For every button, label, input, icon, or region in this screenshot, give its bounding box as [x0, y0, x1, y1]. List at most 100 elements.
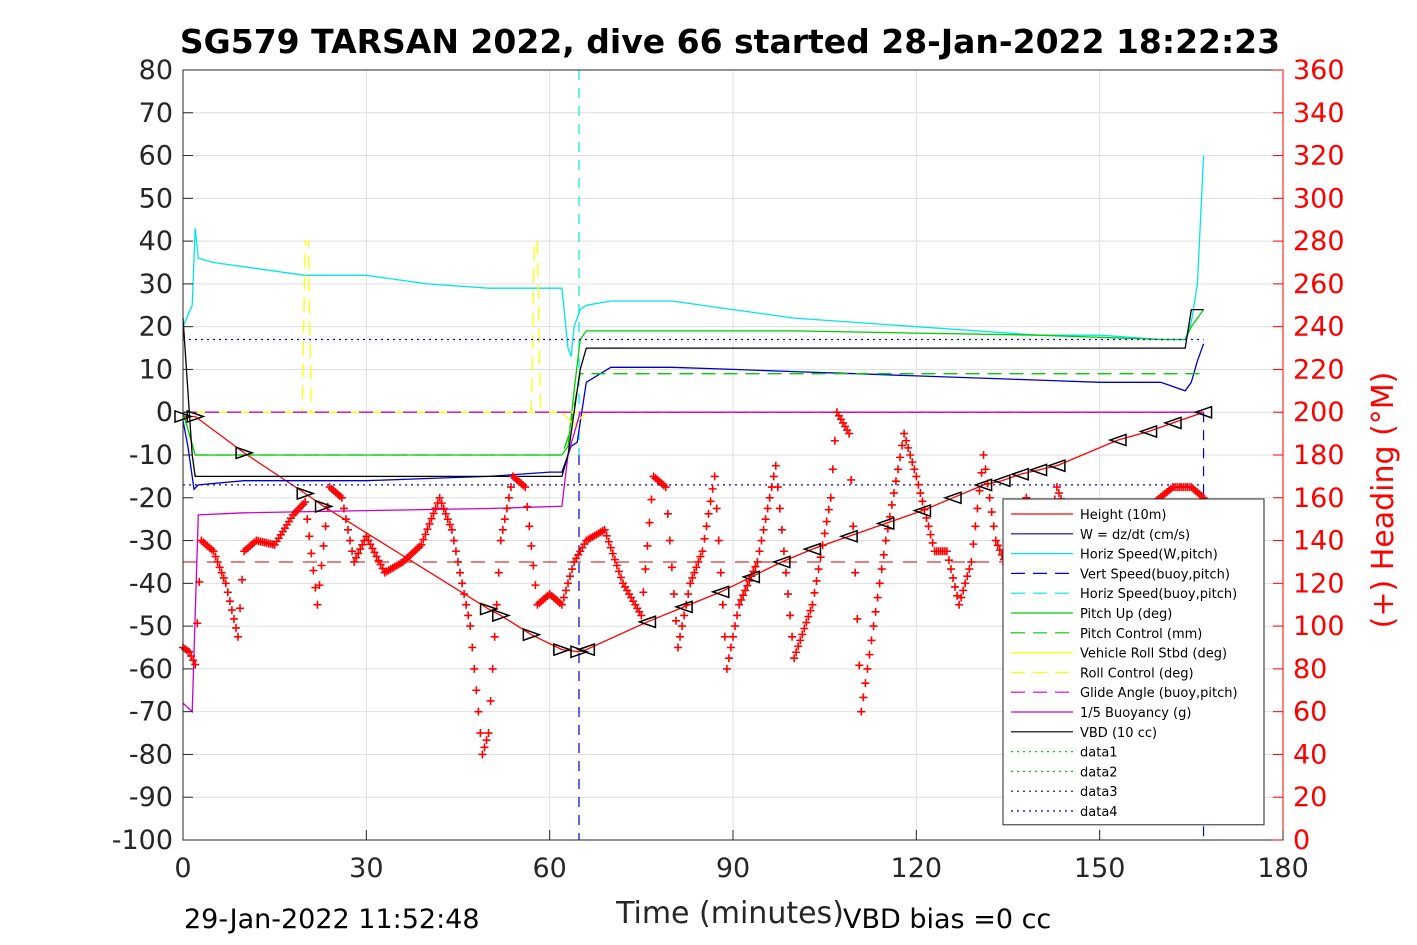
heading-marker [1052, 483, 1061, 492]
height-marker [1107, 433, 1127, 447]
heading-marker [447, 525, 456, 534]
heading-marker [959, 586, 968, 595]
heading-marker [341, 515, 350, 524]
heading-marker [185, 647, 194, 656]
heading-marker [612, 561, 621, 570]
heading-marker [786, 611, 795, 620]
heading-marker [684, 590, 693, 599]
heading-marker [366, 540, 375, 549]
heading-marker [470, 664, 479, 673]
heading-marker [464, 611, 473, 620]
heading-marker [863, 664, 872, 673]
heading-marker [437, 499, 446, 508]
heading-marker [769, 472, 778, 481]
heading-marker [374, 556, 383, 565]
heading-marker [568, 565, 577, 574]
heading-marker [810, 588, 819, 597]
heading-marker [641, 565, 650, 574]
heading-marker [902, 436, 911, 445]
heading-marker [963, 572, 972, 581]
heading-marker [918, 497, 927, 506]
heading-marker [462, 600, 471, 609]
heading-marker [751, 562, 760, 571]
heading-marker [881, 536, 890, 545]
heading-marker [924, 522, 933, 531]
heading-marker [720, 632, 729, 641]
series-line-1 [182, 343, 1205, 491]
heading-marker [733, 611, 742, 620]
heading-marker [676, 632, 685, 641]
heading-marker [771, 461, 780, 470]
left-tick-label: 0 [156, 397, 173, 428]
heading-markers [179, 408, 1208, 759]
legend-label: Roll Control (deg) [1080, 666, 1194, 681]
legend-label: Vert Speed(buoy,pitch) [1080, 567, 1230, 582]
heading-marker [219, 573, 228, 582]
heading-marker [792, 648, 801, 657]
heading-marker [761, 515, 770, 524]
legend-label: 1/5 Buoyancy (g) [1080, 706, 1191, 721]
legend-label: Pitch Control (mm) [1080, 627, 1202, 642]
heading-marker [484, 729, 493, 738]
heading-marker [354, 549, 363, 558]
heading-marker [417, 540, 426, 549]
heading-marker [757, 536, 766, 545]
series-line-6 [182, 373, 1204, 456]
right-tick-label: 360 [1293, 55, 1345, 86]
right-tick-label: 280 [1293, 226, 1345, 257]
heading-marker [466, 622, 475, 631]
heading-marker [227, 606, 236, 615]
series-layer [182, 155, 1205, 714]
heading-marker [698, 547, 707, 556]
heading-marker [456, 568, 465, 577]
heading-marker [229, 614, 238, 623]
heading-marker [822, 517, 831, 526]
heading-marker [610, 555, 619, 564]
left-tick-label: 60 [139, 141, 173, 172]
height-marker [492, 608, 512, 623]
heading-marker [362, 532, 371, 541]
height-marker [912, 503, 932, 518]
right-tick-label: 100 [1293, 611, 1345, 642]
heading-marker [889, 489, 898, 498]
heading-marker [561, 586, 570, 595]
heading-marker [215, 563, 224, 572]
heading-marker [891, 477, 900, 486]
heading-marker [474, 707, 483, 716]
heading-marker [472, 686, 481, 695]
heading-marker [847, 475, 856, 484]
heading-marker [894, 465, 902, 474]
height-marker [235, 446, 255, 460]
series-line-10 [182, 411, 1204, 714]
heading-marker [337, 493, 346, 502]
heading-marker [985, 493, 994, 502]
heading-marker [321, 522, 330, 531]
legend-label: data3 [1080, 785, 1118, 800]
heading-marker [423, 525, 432, 534]
left-tick-label: 70 [139, 98, 173, 129]
heading-marker [370, 548, 379, 557]
right-tick-label: 40 [1293, 739, 1327, 770]
heading-marker [949, 573, 957, 582]
heading-marker [926, 530, 935, 539]
heading-marker [191, 660, 200, 669]
heading-marker [223, 588, 232, 597]
heading-marker [955, 600, 964, 609]
heading-marker [908, 458, 917, 467]
left-tick-label: -20 [129, 483, 173, 514]
heading-marker [667, 563, 676, 572]
heading-marker [460, 590, 469, 599]
height-marker [186, 409, 206, 424]
heading-marker [663, 509, 672, 518]
heading-marker [957, 593, 966, 602]
heading-marker [187, 652, 196, 661]
heading-marker [419, 535, 428, 544]
legend: Height (10m) W = dz/dt (cm/s) Horiz Speed(… [1002, 498, 1265, 826]
right-tick-label: 320 [1293, 141, 1345, 172]
heading-marker [315, 581, 324, 590]
heading-marker [828, 465, 837, 474]
heading-marker [498, 525, 507, 534]
height-marker [1162, 416, 1182, 430]
heading-marker [189, 656, 198, 665]
heading-marker [356, 545, 365, 554]
